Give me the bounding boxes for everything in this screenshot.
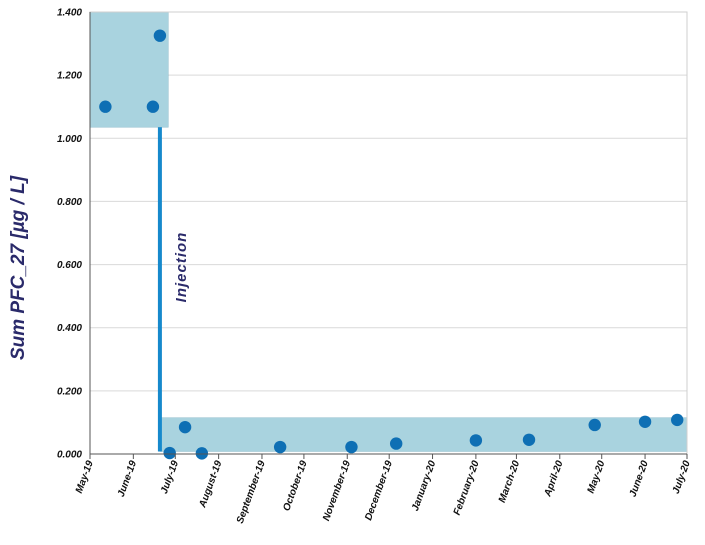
data-point bbox=[522, 433, 536, 446]
y-tick-label: 0.000 bbox=[57, 450, 82, 461]
x-tick-label: November-19 bbox=[321, 459, 353, 523]
injection-label: Injection bbox=[173, 232, 190, 303]
y-tick-label: 0.800 bbox=[57, 197, 82, 208]
x-tick-label: February-20 bbox=[452, 459, 482, 517]
y-tick-label: 0.600 bbox=[57, 260, 82, 271]
y-tick-label: 1.200 bbox=[57, 71, 82, 82]
x-tick-labels: May-19 June-19 July-19 August-19 September-1… bbox=[74, 459, 693, 525]
x-tick-label: March-20 bbox=[497, 459, 523, 504]
y-tick-labels: 0.000 0.200 0.400 0.600 0.800 1.000 1.200 1.400 bbox=[57, 8, 82, 461]
x-tick-label: May-20 bbox=[586, 459, 608, 495]
grid-lines bbox=[90, 11, 687, 455]
axes bbox=[89, 11, 688, 459]
injection-line-group: Injection bbox=[157, 127, 190, 452]
data-point bbox=[273, 440, 287, 454]
data-point bbox=[638, 415, 652, 428]
data-point bbox=[588, 418, 601, 432]
data-point bbox=[153, 29, 167, 42]
y-tick-label: 0.200 bbox=[57, 386, 82, 397]
data-point bbox=[469, 434, 483, 447]
x-tick-label: August-19 bbox=[197, 459, 225, 510]
y-axis-label: Sum PFC_27 [µg / L] bbox=[8, 175, 29, 360]
x-tick-label: October-19 bbox=[281, 459, 310, 513]
data-point bbox=[345, 440, 358, 454]
x-tick-label: January-20 bbox=[410, 459, 439, 513]
data-point bbox=[146, 100, 160, 113]
highlight-bands bbox=[89, 11, 688, 452]
y-tick-label: 1.400 bbox=[57, 8, 82, 19]
x-tick-label: June-20 bbox=[628, 459, 651, 499]
data-points bbox=[99, 29, 684, 460]
y-tick-label: 1.000 bbox=[57, 134, 82, 145]
data-point bbox=[389, 437, 403, 450]
x-tick-label: July-20 bbox=[671, 459, 693, 496]
x-tick-label: May-19 bbox=[74, 459, 96, 495]
x-tick-label: June-19 bbox=[116, 459, 139, 499]
y-tick-label: 0.400 bbox=[57, 323, 82, 334]
data-point bbox=[671, 413, 684, 427]
x-tick-label: July-19 bbox=[159, 459, 181, 496]
x-tick-label: December-19 bbox=[363, 459, 395, 522]
highlight-band bbox=[159, 417, 688, 452]
data-point bbox=[178, 420, 192, 434]
x-tick-label: September-19 bbox=[235, 459, 268, 525]
data-point bbox=[163, 446, 176, 460]
x-tick-label: April-20 bbox=[542, 459, 566, 499]
data-point bbox=[99, 100, 112, 113]
data-point bbox=[195, 447, 209, 460]
